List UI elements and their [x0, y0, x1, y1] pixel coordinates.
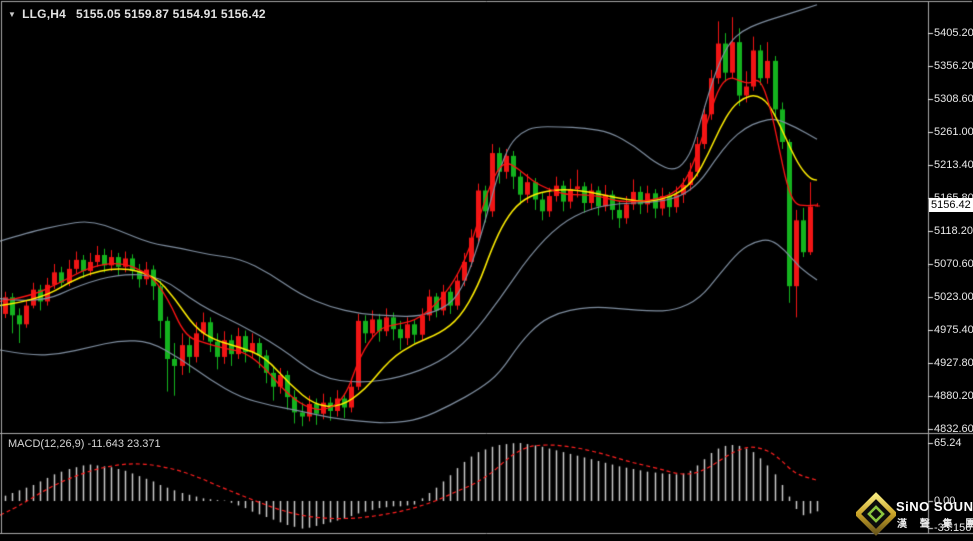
chevron-down-icon[interactable]: ▼ — [8, 10, 17, 19]
price-axis-label: 4832.60 — [934, 423, 973, 435]
price-axis-label: 4927.80 — [934, 357, 973, 369]
macd-axis-label: -35.156 — [934, 522, 972, 534]
price-axis-label: 5213.40 — [934, 159, 973, 171]
watermark-cjk-text: 漢 聲 集 團 — [897, 519, 973, 530]
watermark-brand-text: SiNO SOUND — [896, 499, 973, 514]
symbol-label: LLG,H4 — [22, 7, 66, 21]
price-axis-label: 5118.20 — [934, 225, 973, 237]
current-price-tag: 5156.42 — [929, 198, 973, 212]
price-axis-label: 5405.20 — [934, 27, 973, 39]
price-axis-label: 5261.00 — [934, 126, 973, 138]
macd-axis-label: 0.00 — [934, 495, 956, 507]
price-axis-label: 5356.20 — [934, 60, 973, 72]
price-axis-label: 4975.40 — [934, 324, 973, 336]
symbol-header: ▼ LLG,H4 5155.05 5159.87 5154.91 5156.42 — [8, 7, 266, 21]
macd-indicator-label: MACD(12,26,9) -11.643 23.371 — [8, 438, 161, 450]
ohlc-values: 5155.05 5159.87 5154.91 5156.42 — [76, 7, 266, 21]
price-axis-label: 5070.60 — [934, 258, 973, 270]
price-axis-label: 4880.20 — [934, 390, 973, 402]
macd-axis-label: 65.24 — [934, 437, 962, 449]
broker-watermark: SiNO SOUND 漢 聲 集 團 — [854, 492, 973, 538]
price-axis-label: 5308.60 — [934, 93, 973, 105]
sino-sound-logo-icon — [854, 492, 898, 536]
price-axis-label: 5023.00 — [934, 291, 973, 303]
